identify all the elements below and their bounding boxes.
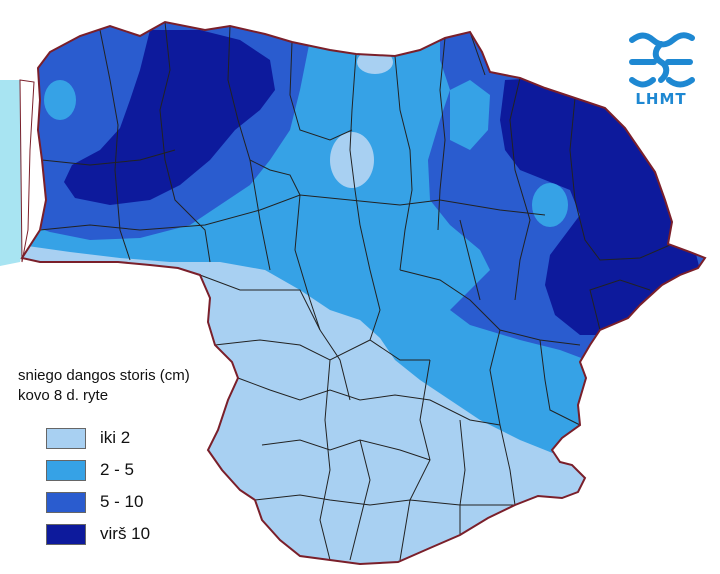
legend-label: 2 - 5 [100,460,135,479]
curonian-spit [19,79,35,263]
zone-virs-10-east [500,78,700,335]
zone-virs-10-northwest [64,30,275,205]
zone-2-5-pocket [450,80,490,150]
legend-label: iki 2 [100,428,131,447]
legend-title: sniego dangos storis (cm) kovo 8 d. ryte [18,366,190,406]
zone-2-5-pocket-east [532,183,568,227]
logo-text: LHMT [635,90,687,108]
wave-logo-icon [629,32,695,88]
zone-2-5-pocket-west [44,80,76,120]
legend-title-line-1: sniego dangos storis (cm) [18,367,190,384]
legend-swatch [46,491,86,513]
legend-item: iki 2 [46,422,150,454]
zone-iki-2-pocket-north [330,132,374,188]
legend-swatch [46,427,86,449]
legend-item: virš 10 [46,518,150,550]
lhmt-logo: LHMT [626,32,696,108]
legend-swatch [46,459,86,481]
legend: iki 2 2 - 5 5 - 10 virš 10 [46,422,150,550]
legend-label: virš 10 [100,524,151,543]
legend-item: 5 - 10 [46,486,150,518]
legend-swatch [46,523,86,545]
legend-item: 2 - 5 [46,454,150,486]
district-boundaries [39,22,671,561]
legend-label: 5 - 10 [100,492,144,511]
legend-title-line-2: kovo 8 d. ryte [18,387,109,404]
